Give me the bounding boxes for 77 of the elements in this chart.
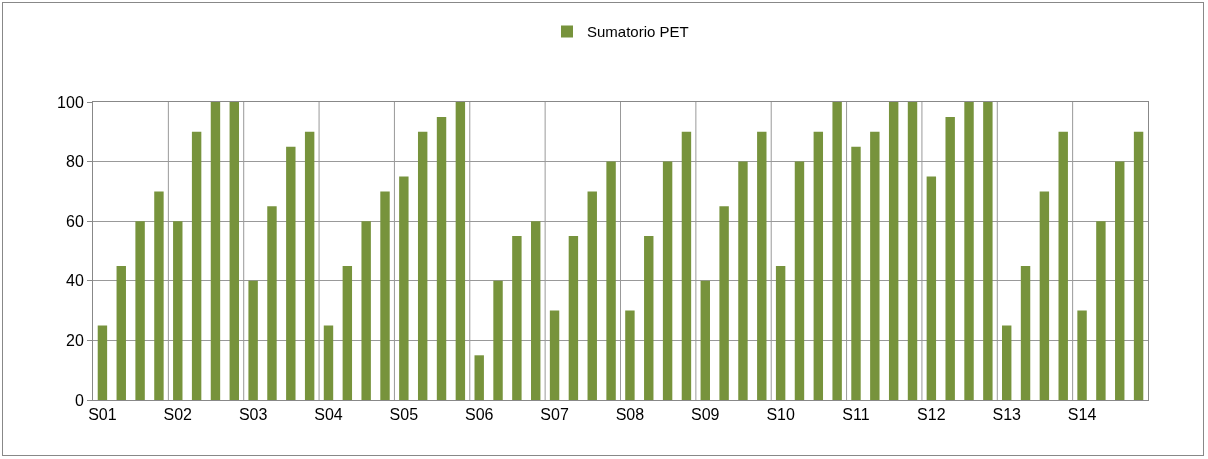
bar: [493, 280, 503, 400]
bar: [512, 236, 522, 400]
bar: [436, 116, 447, 400]
x-tick-label: S01: [88, 406, 117, 424]
x-tick-label: S09: [691, 406, 720, 424]
bar: [474, 355, 484, 400]
bar: [1039, 191, 1050, 400]
bar: [1115, 161, 1125, 400]
bar: [417, 131, 428, 400]
x-tick-label: S02: [163, 406, 193, 424]
bar: [210, 102, 221, 400]
bar: [606, 161, 616, 400]
bar: [587, 191, 597, 400]
bar: [1058, 131, 1068, 400]
bar: [662, 161, 673, 400]
bar: [1020, 265, 1031, 400]
bar: [983, 102, 993, 400]
bar: [342, 265, 353, 400]
bar: [926, 176, 937, 400]
bar: [173, 221, 183, 400]
bar: [851, 146, 861, 400]
y-tick-label: 80: [66, 153, 84, 171]
x-tick-label: S04: [314, 406, 343, 424]
bar: [455, 102, 466, 400]
bar: [248, 280, 258, 400]
x-tick-label: S11: [842, 406, 870, 424]
bar: [135, 221, 145, 400]
bar: [361, 221, 371, 400]
bar: [907, 102, 918, 400]
bar: [757, 131, 767, 400]
bar: [229, 102, 239, 400]
bar: [304, 131, 315, 400]
bar: [380, 191, 390, 400]
bar: [323, 325, 334, 400]
bar: [1096, 221, 1106, 400]
y-tick-label: 100: [57, 93, 84, 111]
y-tick-label: 60: [66, 212, 84, 230]
bar: [399, 176, 409, 400]
bar: [625, 310, 635, 400]
bar: [794, 161, 805, 400]
bar: [964, 102, 974, 400]
bar: [870, 131, 880, 400]
bar: [116, 265, 126, 400]
bar: [681, 131, 692, 400]
y-tick-label: 40: [66, 272, 84, 290]
x-tick-label: S14: [1067, 406, 1097, 424]
bar: [267, 206, 277, 400]
bar: [644, 236, 654, 400]
x-tick-label: S05: [389, 406, 419, 424]
bar: [531, 221, 541, 400]
x-tick-label: S03: [238, 406, 268, 424]
x-tick-label: S08: [615, 406, 645, 424]
bar: [775, 265, 786, 400]
bar: [154, 191, 164, 400]
x-tick-label: S06: [464, 406, 494, 424]
bar: [286, 146, 296, 400]
x-tick-label: S13: [992, 406, 1022, 424]
bar: [813, 131, 824, 400]
bar: [719, 206, 729, 400]
bar: [832, 102, 842, 400]
bar: [1077, 310, 1087, 400]
bar: [549, 310, 560, 400]
bar: [738, 161, 748, 400]
legend-label: Sumatorio PET: [587, 23, 689, 41]
bar: [1133, 131, 1144, 400]
bar: [888, 102, 899, 400]
bar: [97, 325, 108, 400]
bar: [568, 236, 579, 400]
bar: [700, 280, 710, 400]
bar: [1002, 325, 1012, 400]
x-tick-label: S10: [766, 406, 795, 424]
x-tick-label: S12: [917, 406, 946, 424]
x-tick-label: S07: [540, 406, 569, 424]
bar: [945, 116, 955, 400]
y-tick-label: 0: [74, 391, 84, 409]
y-tick-label: 20: [66, 332, 84, 349]
bar: [191, 131, 202, 400]
